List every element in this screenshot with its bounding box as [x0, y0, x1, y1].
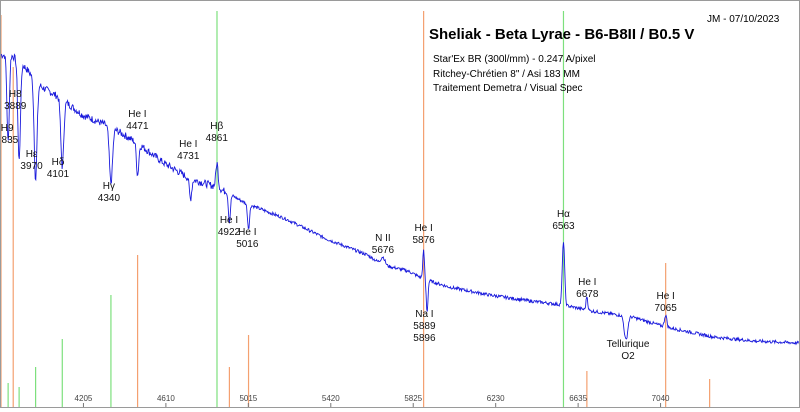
line-label-text: H9 [1, 123, 14, 134]
line-label: Hβ 4861 [206, 121, 229, 144]
x-tick-label: 6230 [487, 394, 505, 403]
x-tick-label: 5825 [404, 394, 422, 403]
line-label-text: He I [414, 223, 432, 234]
line-label-text: 3889 [4, 101, 27, 112]
line-label: Hα 6563 [552, 209, 575, 232]
line-label-text: 4101 [47, 169, 70, 180]
x-tick-label: 5420 [322, 394, 340, 403]
line-label-text: 5896 [413, 333, 436, 344]
x-tick-label: 6635 [569, 394, 587, 403]
line-label-text: H8 [9, 89, 22, 100]
line-label: Hδ 4101 [47, 157, 70, 180]
line-label-text: He I [128, 109, 146, 120]
line-label: He I 4471 [126, 109, 149, 132]
line-label: He I 5016 [236, 227, 259, 250]
reference-lines [0, 11, 711, 407]
spectrum-line [0, 53, 800, 346]
line-label: He I 4922 [218, 215, 241, 238]
x-tick-label: 5015 [239, 394, 257, 403]
line-label: He I 6678 [576, 277, 599, 300]
line-label-text: Na I [415, 309, 433, 320]
line-label-text: 5016 [236, 239, 259, 250]
line-label-text: N II [375, 233, 391, 244]
subtitle-line-2: Ritchey-Chrétien 8" / Asi 183 MM [433, 69, 580, 80]
line-label: Na I 5889 5896 [413, 309, 436, 344]
line-label: He I 7065 [655, 291, 678, 314]
line-label: He I 5876 [412, 223, 435, 246]
line-label-text: 3970 [20, 161, 43, 172]
line-label-text: Tellurique [607, 339, 650, 350]
line-label-text: Hβ [210, 121, 223, 132]
line-label: N II 5676 [372, 233, 395, 256]
line-label-text: He I [578, 277, 596, 288]
subtitle-line-3: Traitement Demetra / Visual Spec [433, 83, 583, 94]
line-label: Tellurique O2 [607, 339, 650, 362]
x-tick-label: 4205 [75, 394, 93, 403]
line-label: H8 3889 [4, 89, 27, 112]
line-label-text: 4922 [218, 227, 241, 238]
line-label: He I 4731 [177, 139, 200, 162]
line-label-text: He I [179, 139, 197, 150]
line-label-text: 5889 [413, 321, 436, 332]
line-label-text: 7065 [655, 303, 678, 314]
chart-title: Sheliak - Beta Lyrae - B6-B8II / B0.5 V [429, 26, 694, 43]
line-label-text: He I [656, 291, 674, 302]
line-label-text: Hδ [52, 157, 65, 168]
x-axis-ticks: 4205 4610 5015 5420 5825 6230 6635 7040 [75, 394, 670, 407]
x-tick-label: 4610 [157, 394, 175, 403]
line-label-text: 5676 [372, 245, 395, 256]
line-label-text: 6678 [576, 289, 599, 300]
line-label-text: 5876 [412, 235, 435, 246]
line-label-text: He I [238, 227, 256, 238]
line-label-text: 4471 [126, 121, 149, 132]
line-label: Hγ 4340 [98, 181, 121, 204]
line-label-text: 3835 [1, 135, 19, 146]
author-date: JM - 07/10/2023 [707, 14, 780, 25]
line-label-text: 4340 [98, 193, 121, 204]
line-label-text: 4731 [177, 151, 200, 162]
line-label-text: O2 [621, 351, 635, 362]
line-label-text: 6563 [552, 221, 575, 232]
line-label-text: He I [220, 215, 238, 226]
line-label-text: 4861 [206, 133, 229, 144]
line-label-text: Hε [26, 149, 38, 160]
line-label: H93835 [1, 123, 19, 146]
subtitle-line-1: Star'Ex BR (300l/mm) - 0.247 A/pixel [433, 54, 596, 65]
x-tick-label: 7040 [652, 394, 670, 403]
spectrum-series [0, 53, 800, 346]
line-label: Hε 3970 [20, 149, 43, 172]
line-label-text: Hα [557, 209, 570, 220]
line-annotations: H83889H93835Hε3970Hδ4101Hγ4340He I4471He… [0, 89, 678, 362]
line-label-text: Hγ [103, 181, 115, 192]
